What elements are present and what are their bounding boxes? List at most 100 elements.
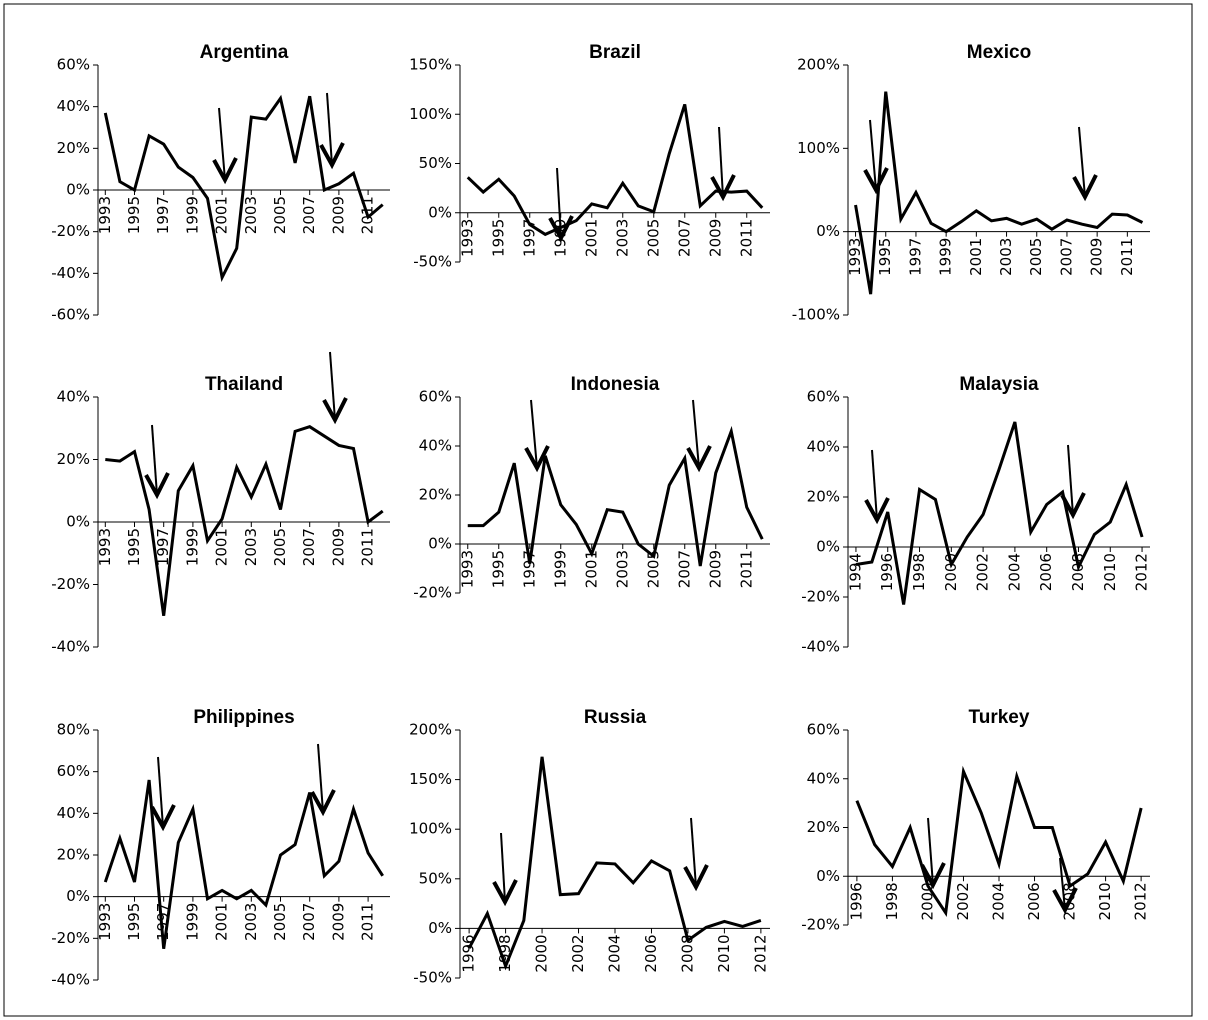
data-line — [466, 103, 764, 237]
y-tick-label: 40% — [57, 388, 90, 406]
y-tick-label: 20% — [419, 486, 452, 504]
x-tick-label: 2008 — [678, 934, 696, 972]
arrow-head — [683, 864, 709, 892]
y-tick-label: -100% — [792, 306, 840, 324]
y-tick-label: -20% — [801, 588, 840, 606]
y-tick-label: -40% — [51, 638, 90, 656]
x-tick-label: 2010 — [1096, 882, 1114, 920]
y-tick-label: 200% — [409, 721, 452, 739]
arrow-head — [548, 215, 574, 243]
arrow — [157, 756, 164, 828]
x-tick-label: 2009 — [706, 550, 724, 588]
chart-title: Mexico — [967, 42, 1031, 63]
x-tick-label: 2007 — [1057, 238, 1075, 276]
x-tick-label: 2011 — [737, 550, 755, 588]
y-tick-label: 60% — [419, 388, 452, 406]
x-tick-label: 2003 — [613, 550, 631, 588]
x-tick-label: 2003 — [997, 238, 1015, 276]
x-tick-label: 1997 — [906, 238, 924, 276]
y-tick-label: 0% — [816, 538, 840, 556]
x-tick-label: 2009 — [329, 196, 347, 234]
x-tick-label: 2004 — [606, 934, 624, 972]
arrow-head — [1072, 174, 1098, 202]
x-tick-label: 1996 — [847, 882, 865, 920]
arrow — [690, 817, 697, 888]
arrow-head — [1052, 887, 1078, 915]
y-tick-label: -20% — [51, 575, 90, 593]
x-tick-label: 2011 — [359, 528, 377, 566]
y-tick-label: 100% — [409, 105, 452, 123]
chart-title: Argentina — [200, 42, 289, 63]
x-tick-label: 1995 — [125, 196, 143, 234]
y-tick-label: 60% — [807, 388, 840, 406]
x-tick-label: 2003 — [242, 903, 260, 941]
y-tick-label: 60% — [57, 56, 90, 74]
y-tick-label: 20% — [57, 139, 90, 157]
chart-title: Indonesia — [571, 374, 660, 395]
y-tick-label: 150% — [409, 770, 452, 788]
arrow — [871, 449, 878, 521]
y-tick-label: 0% — [816, 222, 840, 240]
chart-title: Turkey — [969, 707, 1030, 728]
y-tick-label: 50% — [419, 869, 452, 887]
arrow-head — [150, 804, 176, 832]
x-tick-label: 2011 — [737, 219, 755, 257]
arrow — [556, 167, 562, 239]
arrow-head — [212, 157, 238, 185]
chart-title: Brazil — [589, 42, 641, 63]
x-tick-label: 2011 — [1118, 238, 1136, 276]
x-tick-label: 2012 — [1132, 882, 1150, 920]
y-tick-label: 0% — [428, 203, 452, 221]
x-tick-label: 2007 — [300, 528, 318, 566]
y-tick-label: 150% — [409, 56, 452, 74]
x-tick-label: 1999 — [183, 196, 201, 234]
x-tick-label: 1993 — [96, 528, 114, 566]
arrow-head — [686, 445, 712, 473]
y-tick-label: 20% — [57, 450, 90, 468]
x-tick-label: 2002 — [974, 553, 992, 591]
y-tick-label: -40% — [801, 638, 840, 656]
y-tick-label: 0% — [66, 887, 90, 905]
x-tick-label: 2008 — [1069, 553, 1087, 591]
x-tick-label: 1993 — [458, 219, 476, 257]
y-tick-label: -20% — [801, 916, 840, 934]
arrow-head — [864, 497, 890, 525]
arrow — [500, 832, 506, 903]
x-tick-label: 1995 — [876, 238, 894, 276]
x-tick-label: 2003 — [242, 196, 260, 234]
arrow-head — [920, 862, 946, 890]
x-tick-label: 1995 — [489, 550, 507, 588]
chart-title: Thailand — [205, 374, 283, 395]
y-tick-label: 40% — [807, 769, 840, 787]
y-tick-label: 40% — [807, 438, 840, 456]
x-tick-label: 2005 — [644, 219, 662, 257]
y-tick-label: -50% — [413, 253, 452, 271]
x-tick-label: 1997 — [520, 550, 538, 588]
x-tick-label: 2011 — [359, 903, 377, 941]
y-tick-label: -20% — [51, 222, 90, 240]
x-tick-label: 1993 — [846, 238, 864, 276]
arrow-head — [710, 174, 736, 202]
x-tick-label: 1994 — [846, 553, 864, 591]
data-line — [105, 425, 384, 616]
x-tick-label: 2007 — [675, 219, 693, 257]
x-tick-label: 2005 — [644, 550, 662, 588]
arrow — [530, 399, 538, 469]
y-tick-label: 60% — [57, 762, 90, 780]
data-line — [467, 425, 764, 567]
y-tick-label: 40% — [57, 804, 90, 822]
x-tick-label: 2001 — [582, 550, 600, 588]
arrow-head — [322, 397, 348, 425]
chart-title: Russia — [584, 707, 647, 728]
arrow — [692, 399, 700, 469]
y-tick-label: 100% — [797, 139, 840, 157]
x-tick-label: 2001 — [213, 196, 231, 234]
x-tick-label: 2001 — [967, 238, 985, 276]
x-tick-label: 1999 — [937, 238, 955, 276]
y-tick-label: 0% — [66, 513, 90, 531]
arrow — [218, 107, 226, 181]
x-tick-label: 2002 — [954, 882, 972, 920]
data-line — [855, 765, 1143, 918]
y-tick-label: 40% — [57, 97, 90, 115]
